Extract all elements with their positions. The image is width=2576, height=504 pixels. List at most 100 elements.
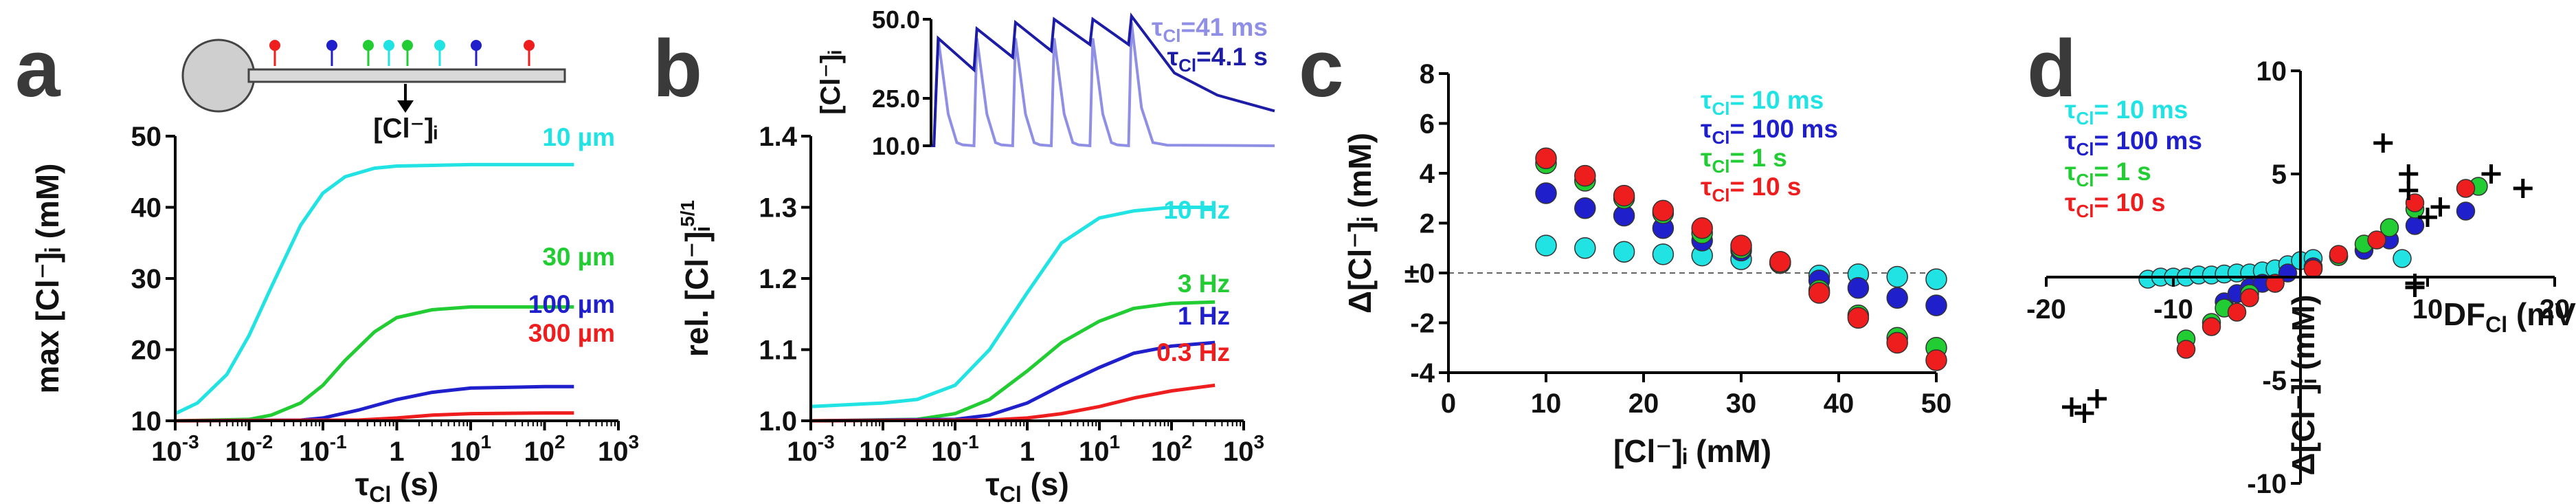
data-point-plus bbox=[2418, 208, 2437, 227]
series-line-1 bbox=[175, 305, 574, 423]
y-tick-label: 1.1 bbox=[759, 336, 797, 366]
data-point bbox=[1652, 243, 1675, 265]
data-point-plus bbox=[2430, 197, 2450, 217]
y-axis-label: Δ[Cl⁻]ᵢ (mM) bbox=[1342, 133, 1378, 314]
legend-entry-1: τCl= 100 ms bbox=[1701, 115, 1838, 148]
x-axis-label: [Cl⁻]ᵢ (mM) bbox=[1613, 433, 1771, 469]
panel-label: b bbox=[653, 23, 702, 114]
y-tick-label: 30 bbox=[131, 264, 162, 294]
y-tick-label: 2 bbox=[1420, 209, 1435, 239]
y-tick-label: -4 bbox=[1410, 358, 1435, 388]
data-point bbox=[2240, 288, 2259, 307]
data-point bbox=[1847, 277, 1870, 299]
series-label-2: 100 µm bbox=[528, 290, 615, 318]
inset-y-tick-label: 10.0 bbox=[872, 132, 920, 160]
data-point bbox=[2227, 303, 2247, 322]
x-tick-label: -20 bbox=[2026, 294, 2066, 325]
inset-series-line-0 bbox=[931, 22, 1275, 148]
series-3 bbox=[1535, 147, 1947, 371]
data-point bbox=[1613, 184, 1635, 207]
x-tick-label: 10-1 bbox=[299, 431, 346, 467]
data-point bbox=[1574, 164, 1596, 187]
data-point-plus bbox=[2087, 389, 2107, 408]
inset-y-tick-label: 50.0 bbox=[872, 6, 920, 34]
y-tick-label: 5 bbox=[2272, 160, 2287, 190]
y-tick-label: -2 bbox=[1410, 309, 1435, 339]
synapse-marker bbox=[524, 40, 535, 51]
x-tick-label: 20 bbox=[2540, 294, 2571, 325]
y-tick-label: 10 bbox=[131, 406, 162, 437]
data-point bbox=[1808, 282, 1830, 304]
x-tick-label: 102 bbox=[1151, 431, 1192, 467]
data-point bbox=[1925, 268, 1947, 290]
x-tick-label: 10-2 bbox=[859, 431, 906, 467]
data-point-plus bbox=[2373, 133, 2393, 153]
y-tick-label: 6 bbox=[1420, 109, 1435, 140]
y-axis-label: Δ[Cl⁻]ᵢ (mM) bbox=[2285, 294, 2321, 475]
data-point bbox=[2202, 317, 2221, 336]
data-point bbox=[2367, 230, 2386, 250]
synapse-marker bbox=[326, 40, 337, 51]
y-tick-label: 20 bbox=[131, 336, 162, 366]
x-tick-label: 10-3 bbox=[787, 431, 834, 467]
data-point bbox=[1886, 287, 1908, 309]
legend-entry-2: τCl= 1 s bbox=[2065, 157, 2151, 190]
x-tick-label: 10 bbox=[1531, 388, 1562, 419]
y-tick-label: 1.4 bbox=[759, 122, 797, 152]
panel-label: a bbox=[15, 23, 61, 114]
data-point bbox=[1691, 217, 1713, 239]
series-label-1: 3 Hz bbox=[1178, 270, 1230, 298]
series-label-3: 0.3 Hz bbox=[1156, 338, 1230, 366]
x-tick-label: 50 bbox=[1921, 388, 1952, 419]
data-point bbox=[2329, 245, 2349, 264]
data-point bbox=[1769, 250, 1791, 273]
y-tick-label: 50 bbox=[131, 122, 162, 152]
arrow-head bbox=[397, 100, 414, 113]
inset-legend-1: τCl=4.1 s bbox=[1167, 43, 1268, 76]
panel-b: b 10 Hz 3 Hz 1 Hz 0.3 Hz 1.0 1.1 1.2 1.3 1.4 10-3 1… bbox=[653, 6, 1275, 504]
x-tick-label: 40 bbox=[1824, 388, 1855, 419]
panel-label: d bbox=[2027, 23, 2076, 114]
data-point bbox=[1613, 241, 1635, 263]
data-point bbox=[1574, 197, 1596, 219]
synapse-marker bbox=[434, 40, 445, 51]
dendrite bbox=[247, 68, 566, 83]
x-tick-label: 20 bbox=[1628, 388, 1659, 419]
x-axis-label: τCl (s) bbox=[355, 466, 439, 504]
y-tick-label: ±0 bbox=[1404, 259, 1435, 289]
panel-label: c bbox=[1299, 23, 1344, 114]
data-point bbox=[2303, 259, 2323, 278]
x-tick-label: 10-1 bbox=[931, 431, 978, 467]
soma bbox=[181, 39, 256, 113]
series-label-3: 300 µm bbox=[528, 319, 615, 347]
schematic-label: [Cl⁻]ᵢ bbox=[373, 113, 437, 144]
legend-entry-0: τCl= 10 ms bbox=[2065, 96, 2188, 129]
x-tick-label: 10 bbox=[2412, 294, 2443, 325]
x-tick-label: 102 bbox=[524, 431, 565, 467]
y-tick-label: -10 bbox=[2247, 469, 2287, 499]
x-tick-label: 1 bbox=[1020, 437, 1035, 467]
data-point bbox=[1535, 182, 1557, 204]
y-axis-label: max [Cl⁻]ᵢ (mM) bbox=[30, 164, 65, 394]
synapse-marker bbox=[402, 40, 413, 51]
series-label-1: 30 µm bbox=[542, 243, 615, 271]
axes bbox=[1447, 74, 1936, 374]
y-tick-label: 1.2 bbox=[759, 264, 797, 294]
x-axis-label: τCl (s) bbox=[985, 466, 1069, 504]
series-4 bbox=[2062, 133, 2533, 423]
series-line-1 bbox=[810, 300, 1216, 423]
data-point bbox=[1847, 307, 1870, 329]
y-tick-label: -5 bbox=[2262, 366, 2287, 396]
y-tick-label: 8 bbox=[1420, 59, 1435, 89]
y-tick-label: 10 bbox=[2256, 56, 2287, 87]
x-tick-label: 10-2 bbox=[225, 431, 273, 467]
data-point bbox=[2405, 216, 2425, 235]
x-tick-label: 101 bbox=[450, 431, 491, 467]
y-axis-label: rel. [Cl⁻]ᵢ5/1 bbox=[677, 200, 715, 357]
series-3 bbox=[2176, 179, 2476, 359]
